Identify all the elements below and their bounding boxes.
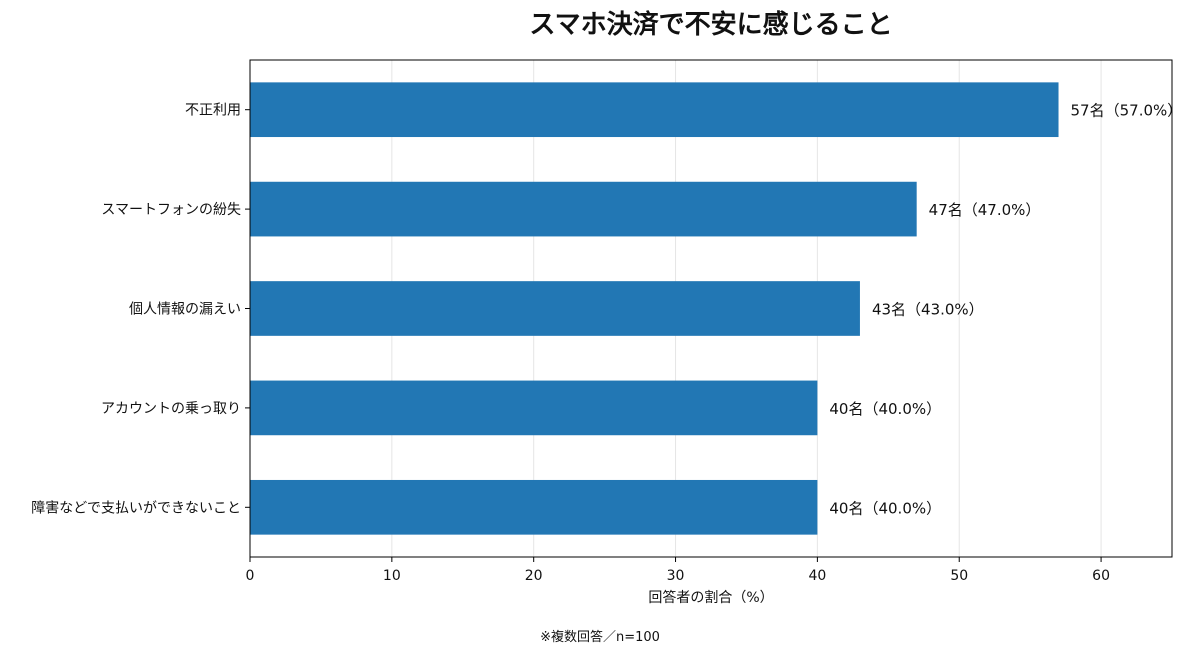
chart-title: スマホ決済で不安に感じること [529, 10, 893, 40]
x-tick-label: 50 [950, 568, 968, 584]
category-label: 障害などで支払いができないこと [31, 500, 241, 516]
x-tick-label: 40 [808, 568, 826, 584]
data-label: 40名（40.0%） [829, 499, 941, 517]
category-label: 不正利用 [185, 103, 241, 119]
data-label: 40名（40.0%） [829, 400, 941, 418]
bar [250, 281, 860, 336]
data-label: 57名（57.0%） [1071, 102, 1183, 120]
x-axis-label: 回答者の割合（%） [648, 589, 773, 606]
x-tick-label: 60 [1092, 568, 1110, 584]
category-label: 個人情報の漏えい [129, 302, 241, 318]
bar [250, 380, 818, 436]
x-tick-label: 0 [246, 568, 255, 584]
x-tick-label: 10 [383, 568, 401, 584]
bar [250, 479, 818, 535]
data-label: 43名（43.0%） [872, 301, 984, 319]
bar [250, 181, 917, 237]
chart-footnote: ※複数回答／n=100 [540, 630, 660, 645]
x-tick-label: 30 [667, 568, 685, 584]
category-label: スマートフォンの紛失 [101, 202, 241, 218]
plot-frame [249, 59, 1173, 558]
data-label: 47名（47.0%） [929, 201, 1041, 219]
category-label: アカウントの乗っ取り [101, 401, 241, 417]
bar-chart-plot: 不正利用 57名（57.0%） スマートフォンの紛失 47名（47.0%） 個人情報の漏… [31, 59, 1183, 606]
bar [250, 82, 1059, 138]
x-tick-label: 20 [525, 568, 543, 584]
